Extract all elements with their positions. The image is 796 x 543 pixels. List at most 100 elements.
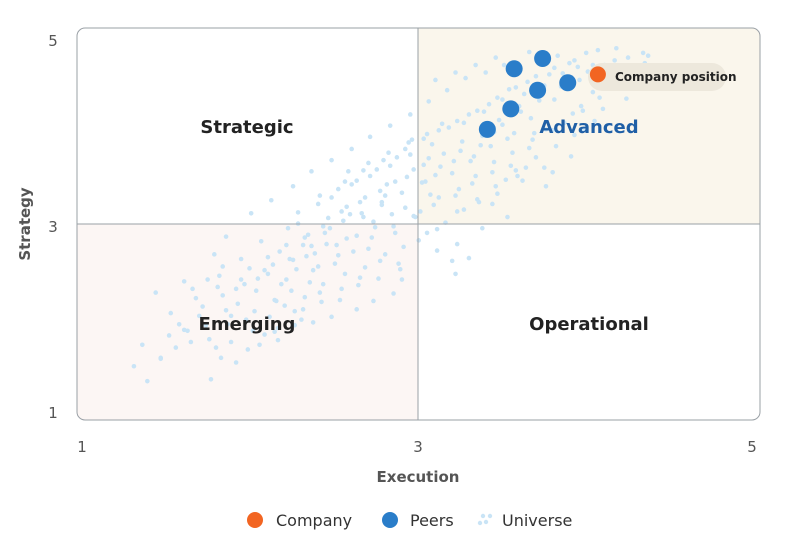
- universe-point: [562, 120, 567, 126]
- universe-point: [490, 201, 495, 207]
- universe-point: [369, 235, 375, 240]
- universe-point: [392, 179, 398, 184]
- universe-point: [453, 193, 458, 198]
- universe-point: [300, 242, 306, 248]
- legend-peers-label: Peers: [410, 511, 454, 530]
- universe-point: [411, 167, 416, 172]
- universe-point: [302, 294, 308, 300]
- universe-point: [262, 332, 267, 337]
- universe-point: [277, 249, 282, 254]
- universe-point: [528, 115, 534, 121]
- universe-point: [223, 234, 229, 239]
- universe-point: [238, 256, 244, 262]
- universe-point: [361, 214, 366, 220]
- universe-point: [595, 47, 601, 53]
- universe-point: [575, 64, 581, 70]
- universe-point: [322, 230, 328, 236]
- universe-point: [421, 136, 427, 142]
- universe-point: [329, 314, 334, 320]
- universe-point: [205, 277, 210, 282]
- universe-point: [342, 179, 348, 184]
- universe-point: [552, 65, 557, 71]
- universe-point: [203, 322, 209, 328]
- universe-point: [614, 45, 619, 51]
- universe-point: [295, 210, 301, 215]
- universe-point: [374, 167, 380, 172]
- universe-point: [145, 378, 150, 384]
- universe-point: [220, 264, 225, 269]
- universe-point: [580, 108, 586, 114]
- universe-point: [572, 58, 577, 63]
- universe-point: [339, 209, 344, 214]
- universe-point: [265, 254, 271, 260]
- universe-point: [320, 281, 326, 287]
- quadrant-label-emerging: Emerging: [199, 314, 296, 335]
- universe-point: [242, 281, 247, 287]
- universe-point: [490, 169, 495, 175]
- universe-point: [426, 99, 432, 104]
- universe-point: [592, 118, 597, 124]
- universe-point: [590, 89, 596, 95]
- universe-point: [505, 214, 510, 220]
- universe-point: [332, 261, 338, 266]
- universe-point: [371, 219, 376, 225]
- universe-point: [304, 253, 309, 259]
- universe-point: [319, 299, 324, 305]
- universe-point: [290, 257, 296, 263]
- universe-point: [433, 77, 438, 83]
- universe-point: [552, 97, 557, 102]
- universe-point: [200, 304, 205, 309]
- universe-point: [458, 148, 463, 154]
- universe-point: [272, 297, 277, 303]
- legend-peers-marker: [382, 512, 398, 528]
- universe-point: [454, 241, 460, 247]
- legend-universe-dot: [483, 519, 489, 525]
- universe-point: [429, 142, 435, 147]
- universe-point: [513, 168, 519, 173]
- universe-point: [381, 157, 386, 163]
- universe-point: [265, 271, 271, 277]
- universe-point: [419, 180, 425, 185]
- company-position-label: Company position: [615, 70, 737, 84]
- universe-point: [279, 281, 284, 287]
- universe-point: [399, 277, 405, 282]
- universe-point: [371, 298, 376, 304]
- universe-point: [547, 72, 552, 77]
- universe-point: [361, 168, 366, 173]
- universe-point: [391, 224, 396, 229]
- universe-point: [526, 145, 532, 151]
- universe-point: [372, 224, 378, 230]
- universe-point: [394, 155, 400, 160]
- universe-point: [468, 158, 473, 164]
- universe-point: [317, 193, 323, 198]
- universe-point: [444, 87, 450, 93]
- universe-point: [397, 266, 403, 272]
- universe-point: [402, 146, 408, 152]
- universe-point: [428, 192, 433, 197]
- universe-point: [379, 202, 385, 208]
- universe-point: [255, 276, 261, 281]
- universe-point: [140, 342, 145, 348]
- peer-point: [502, 100, 520, 118]
- universe-point: [520, 178, 525, 183]
- universe-point: [335, 252, 341, 258]
- universe-point: [560, 71, 566, 76]
- universe-point: [466, 255, 472, 261]
- universe-point: [354, 307, 360, 312]
- universe-point: [305, 232, 311, 238]
- universe-point: [461, 207, 467, 212]
- universe-point: [320, 224, 326, 229]
- universe-point: [454, 209, 460, 214]
- universe-point: [193, 295, 199, 301]
- universe-point: [500, 97, 505, 102]
- universe-point: [215, 284, 220, 290]
- universe-point: [506, 86, 512, 92]
- universe-point: [262, 267, 267, 273]
- universe-point: [436, 128, 442, 133]
- legend-company-marker: [247, 512, 263, 528]
- universe-point: [337, 297, 343, 303]
- legend-universe-dot: [477, 520, 483, 526]
- universe-point: [218, 355, 224, 361]
- universe-point: [315, 264, 321, 269]
